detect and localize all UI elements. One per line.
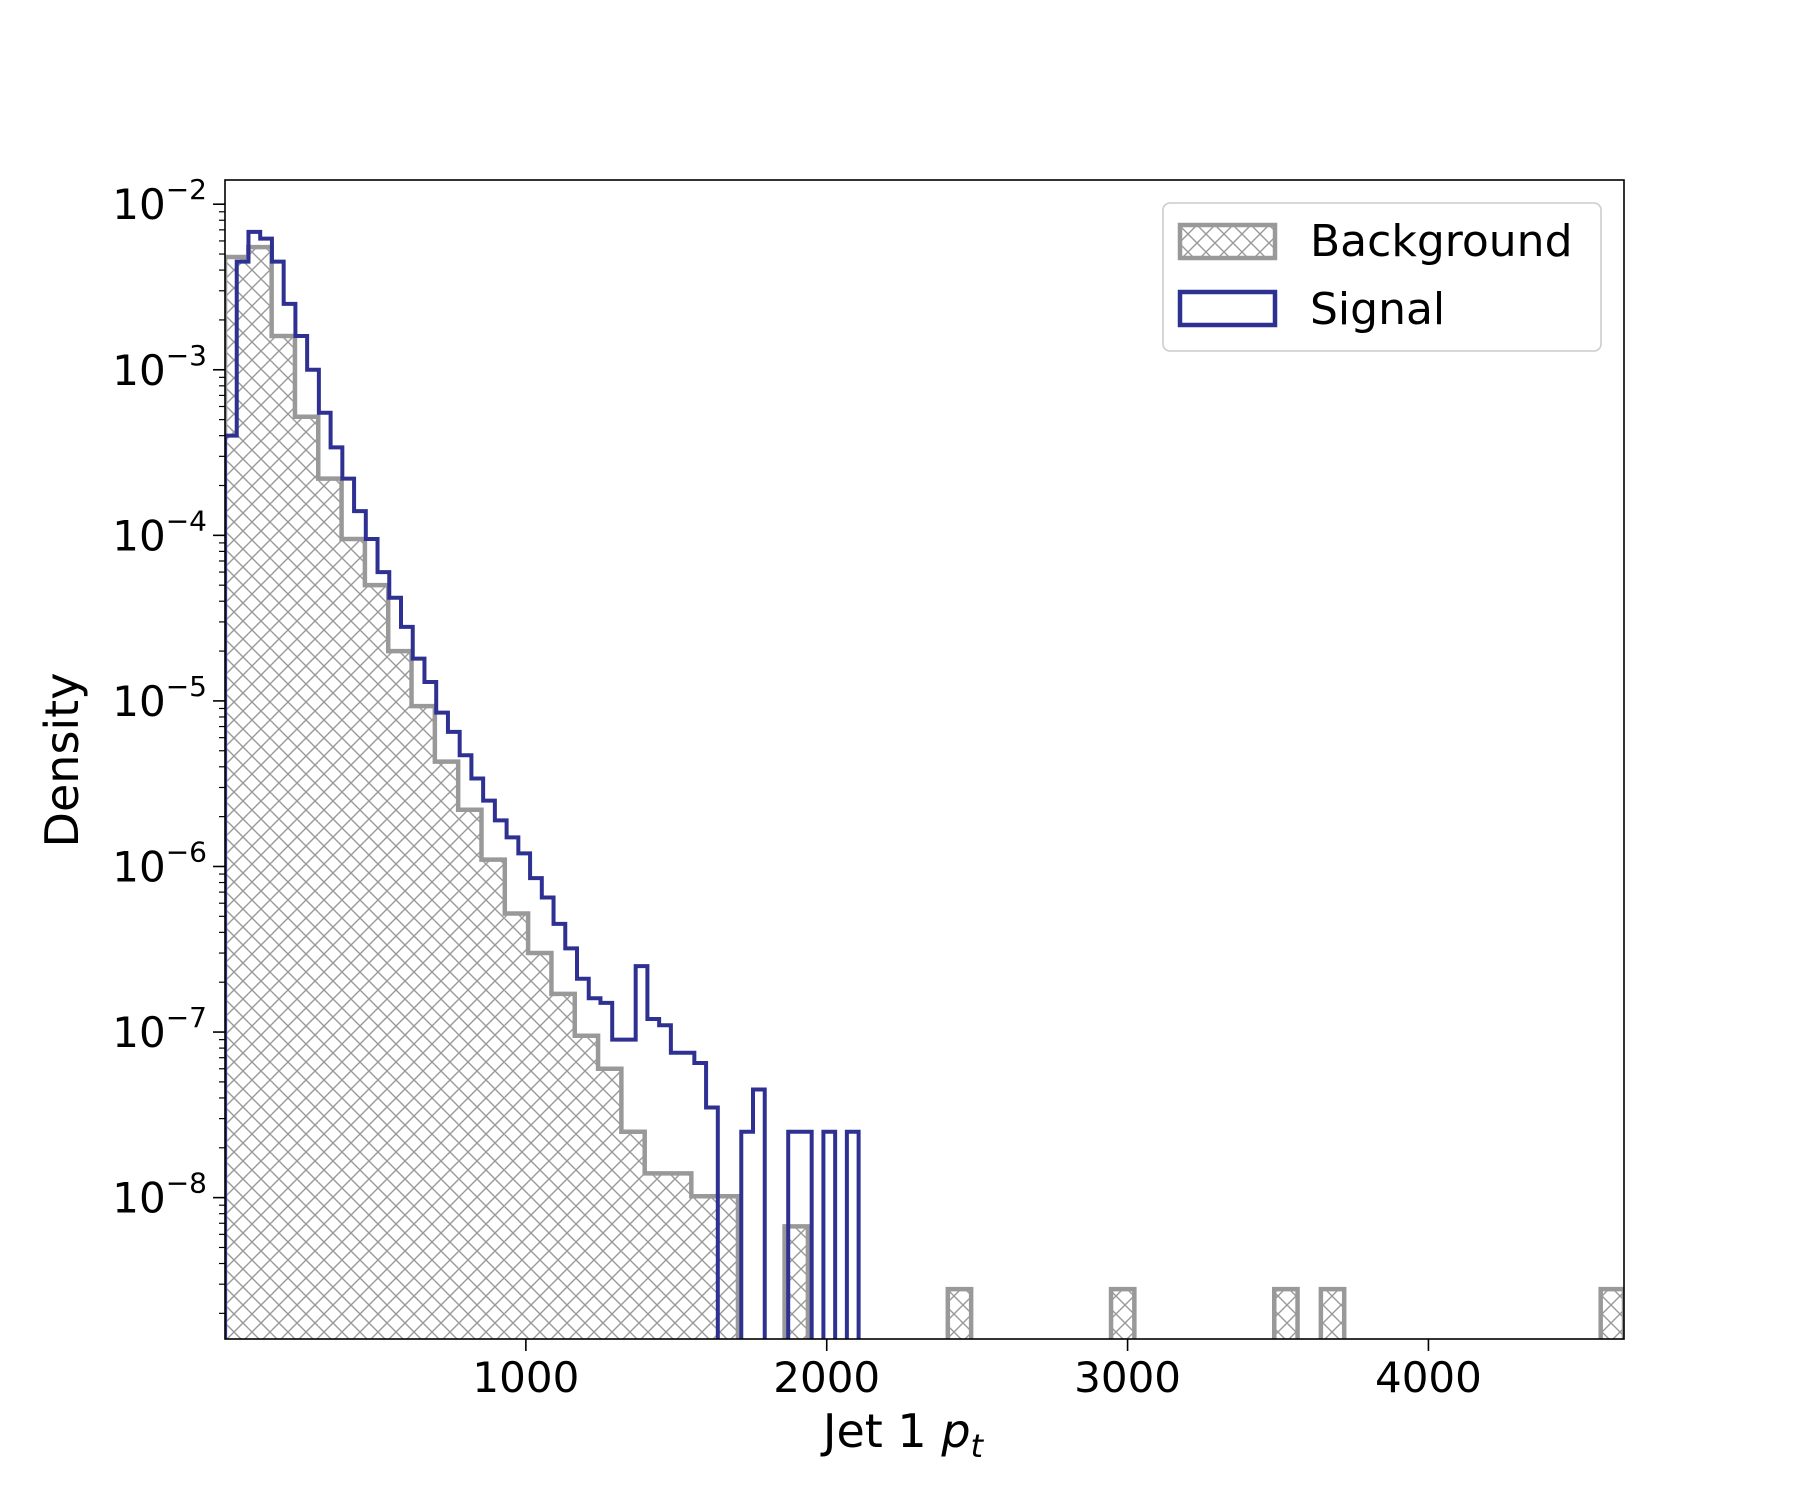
legend-swatch-background [1177, 222, 1278, 261]
background-bin-fill [947, 1289, 972, 1339]
x-tick-label: 3000 [1074, 1353, 1181, 1402]
background-bin-fill [621, 1131, 645, 1339]
background-bin-fill [668, 1173, 692, 1339]
legend-label-background: Background [1310, 216, 1573, 267]
x-axis-ticks: 1000 2000 3000 4000 [472, 1339, 1482, 1402]
x-axis-label: Jet 1 pt [820, 1404, 985, 1465]
background-bin-fill [1111, 1289, 1135, 1339]
background-bin-fill [1600, 1289, 1624, 1339]
background-bin-fill [271, 335, 295, 1339]
background-bin-fill [225, 256, 249, 1339]
y-axis-ticks: 10−2 10−3 10−4 10−5 10−6 10−7 10−8 [112, 173, 225, 1314]
background-bin-fill [388, 651, 412, 1339]
background-histogram [225, 244, 1624, 1339]
plot-frame [224, 179, 1625, 1340]
y-tick-label: 10−2 [112, 173, 207, 229]
background-bin-fill [1274, 1289, 1298, 1339]
background-bin-fill [598, 1068, 622, 1339]
background-bin-fill [318, 478, 342, 1339]
y-tick-label: 10−8 [112, 1167, 207, 1223]
x-tick-label: 4000 [1375, 1353, 1482, 1402]
y-tick-label: 10−7 [112, 1001, 207, 1057]
y-tick-label: 10−3 [112, 339, 207, 395]
background-bin-fill [784, 1226, 808, 1339]
background-bin-fill [551, 993, 575, 1339]
background-bin-fill [1320, 1289, 1345, 1339]
background-bin-fill [411, 706, 435, 1339]
signal-histogram [225, 229, 861, 1339]
background-outline [225, 244, 1624, 1339]
background-bin-fill [644, 1173, 669, 1339]
legend-label-signal: Signal [1310, 284, 1445, 335]
x-tick-label: 2000 [773, 1353, 880, 1402]
background-bin-fill [481, 859, 505, 1339]
background-bin-fill [294, 416, 319, 1339]
signal-outline [225, 229, 861, 1339]
background-bin-fill [691, 1196, 715, 1339]
legend-swatch-signal [1177, 289, 1278, 328]
background-bin-fill [248, 247, 272, 1339]
y-axis-label: Density [35, 673, 89, 848]
background-bin-fill [574, 1035, 599, 1339]
background-bin-fill [434, 761, 459, 1339]
y-tick-label: 10−4 [112, 504, 207, 560]
legend: Background Signal [1162, 202, 1602, 352]
background-bin-fill [714, 1196, 738, 1339]
background-bin-fill [341, 539, 365, 1339]
background-bin-fill [364, 585, 389, 1339]
background-bin-fill [528, 953, 552, 1339]
y-tick-label: 10−6 [112, 835, 207, 891]
y-tick-label: 10−5 [112, 670, 207, 726]
background-bin-fill [504, 913, 529, 1339]
background-bin-fill [458, 809, 482, 1339]
x-tick-label: 1000 [472, 1353, 579, 1402]
